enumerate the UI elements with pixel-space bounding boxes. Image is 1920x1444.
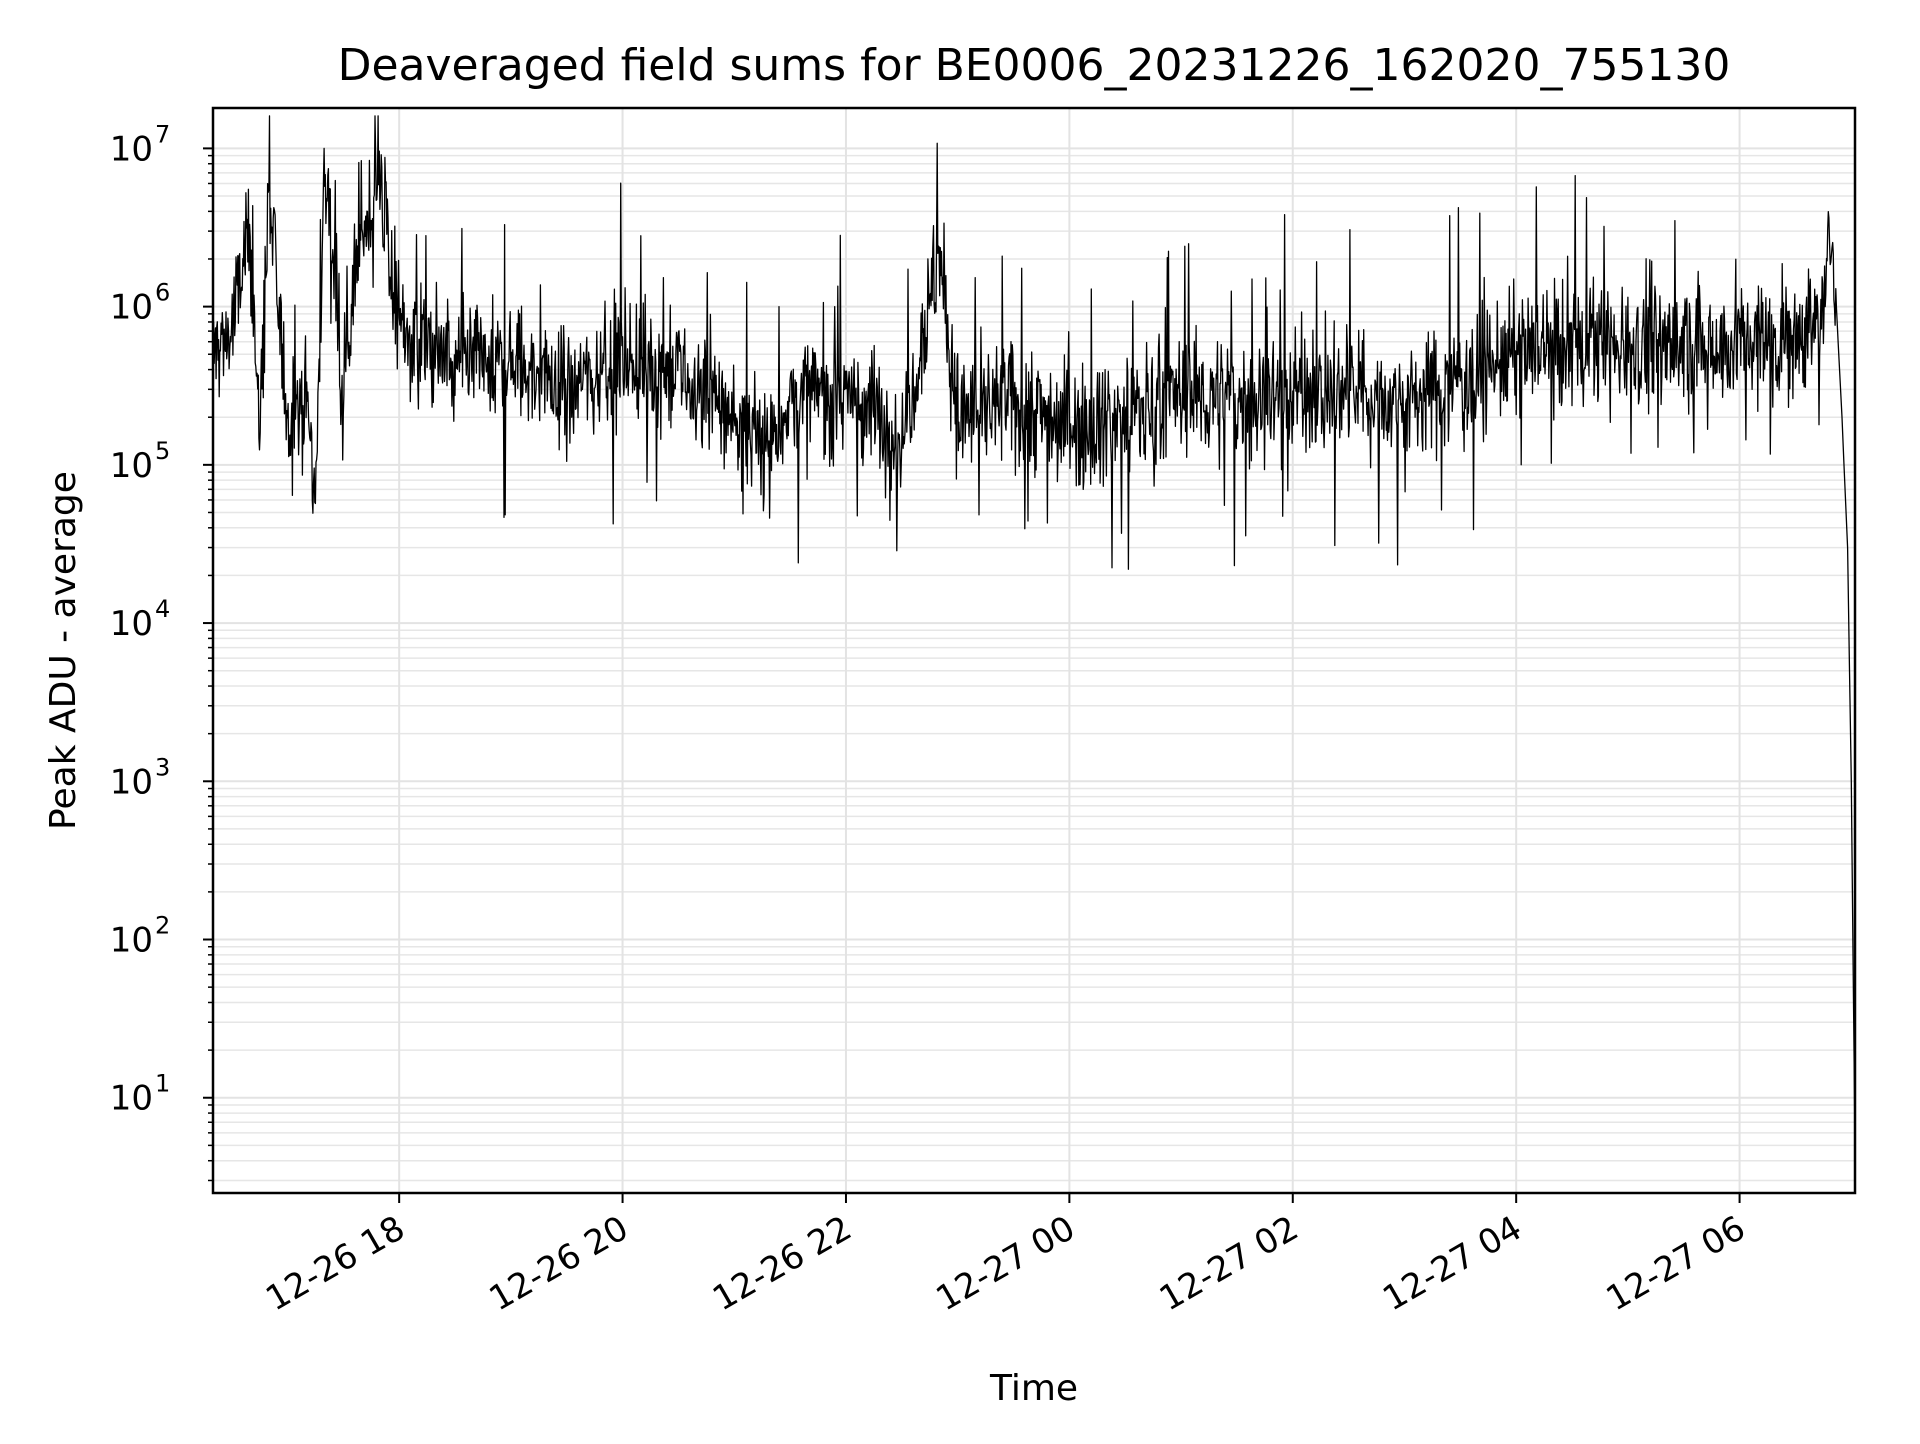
x-tick-label: 12-26 22 — [706, 1208, 858, 1319]
y-tick-base: 10 — [110, 129, 153, 169]
y-tick-label: 10 — [110, 129, 153, 169]
y-tick-label: 10 — [110, 762, 153, 802]
x-tick-label: 12-27 04 — [1376, 1208, 1528, 1319]
x-tick-label: 12-26 20 — [483, 1208, 635, 1319]
y-tick-base: 10 — [110, 1079, 153, 1119]
x-tick-label: 12-27 06 — [1600, 1208, 1752, 1319]
y-tick-exponent: 1 — [155, 1070, 170, 1098]
y-tick-exponent: 2 — [155, 912, 170, 940]
x-tick-label: 12-26 18 — [259, 1208, 411, 1319]
y-tick-base: 10 — [110, 446, 153, 486]
y-tick-base: 10 — [110, 604, 153, 644]
y-axis-title: Peak ADU - average — [43, 471, 84, 830]
y-tick-label: 10 — [110, 446, 153, 486]
y-tick-base: 10 — [110, 921, 153, 961]
x-axis: 12-26 18 12-26 20 12-26 22 12-27 00 12-27 02… — [259, 1193, 1752, 1319]
y-tick-base: 10 — [110, 288, 153, 328]
plot-area — [212, 115, 1856, 1146]
x-tick-label: 12-27 00 — [929, 1208, 1081, 1319]
y-tick-label: 10 — [110, 921, 153, 961]
grid — [213, 108, 1855, 1193]
x-tick-label: 12-27 02 — [1153, 1208, 1305, 1319]
series-line — [212, 115, 1856, 1146]
chart-title: Deaveraged field sums for BE0006_2023122… — [338, 40, 1731, 91]
plot-frame — [211, 106, 1857, 1195]
y-tick-exponent: 4 — [155, 595, 170, 623]
y-tick-label: 10 — [110, 288, 153, 328]
y-tick-exponent: 5 — [155, 437, 170, 465]
y-tick-base: 10 — [110, 762, 153, 802]
x-axis-title: Time — [989, 1368, 1078, 1409]
y-tick-label: 10 — [110, 1079, 153, 1119]
y-tick-exponent: 3 — [155, 753, 170, 781]
y-tick-label: 10 — [110, 604, 153, 644]
y-tick-exponent: 6 — [155, 279, 170, 307]
y-tick-exponent: 7 — [155, 120, 170, 148]
